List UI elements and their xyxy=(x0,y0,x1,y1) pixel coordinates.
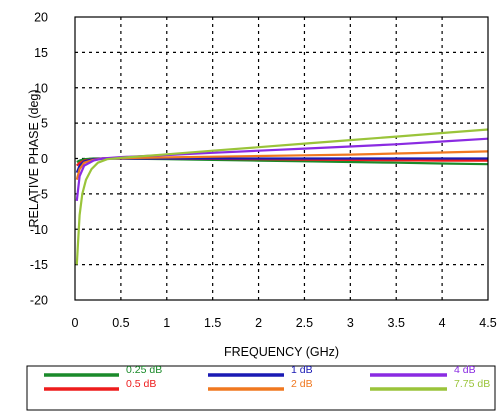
x-tick-label: 4.5 xyxy=(479,316,496,330)
legend: 0.25 dB 0.5 dB 1 dB 2 dB 4 dB 7.75 dB xyxy=(26,364,496,411)
x-tick-label: 2.5 xyxy=(296,316,313,330)
y-tick-label: 20 xyxy=(34,11,48,25)
y-axis-title: RELATIVE PHASE (deg) xyxy=(27,89,41,227)
y-tick-label: 15 xyxy=(34,46,48,60)
x-tick-label: 0.5 xyxy=(112,316,129,330)
legend-label: 4 dB xyxy=(454,364,476,376)
y-tick-label: -5 xyxy=(37,187,48,201)
plot-frame xyxy=(74,16,489,301)
series-line-3 xyxy=(75,150,489,180)
y-tick-label: -10 xyxy=(30,223,48,237)
x-tick-label: 0 xyxy=(72,316,79,330)
series-line-5 xyxy=(75,128,489,265)
y-tick-label: -20 xyxy=(30,294,48,308)
x-tick-label: 4 xyxy=(439,316,446,330)
y-tick-label: 10 xyxy=(34,81,48,95)
legend-label: 7.75 dB xyxy=(454,378,490,390)
x-tick-label: 2 xyxy=(255,316,262,330)
series-line-2 xyxy=(75,157,488,174)
series-line-4 xyxy=(75,137,489,202)
axis-ticks: 0 0.5 1 1.5 2 2.5 3 3.5 4 4.5 20 15 10 5 0 -5 -10 -15 -20 xyxy=(30,11,497,331)
x-axis-title: FREQUENCY (GHz) xyxy=(224,345,339,359)
x-tick-label: 3 xyxy=(347,316,354,330)
legend-label: 2 dB xyxy=(291,378,313,390)
legend-label: 0.25 dB xyxy=(126,364,162,376)
y-tick-label: 5 xyxy=(41,117,48,131)
y-tick-label: 0 xyxy=(41,152,48,166)
x-tick-label: 1 xyxy=(163,316,170,330)
y-tick-label: -15 xyxy=(30,258,48,272)
legend-label: 0.5 dB xyxy=(126,378,156,390)
series-lines xyxy=(75,128,489,265)
x-tick-label: 1.5 xyxy=(204,316,221,330)
legend-label: 1 dB xyxy=(291,364,313,376)
x-tick-label: 3.5 xyxy=(388,316,405,330)
